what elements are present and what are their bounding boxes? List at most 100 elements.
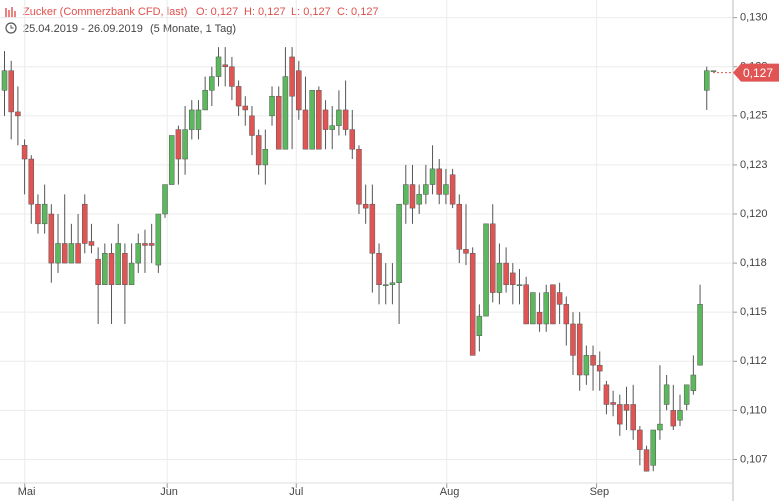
candle-body bbox=[21, 145, 28, 160]
y-tick-label: 0,107 bbox=[740, 453, 768, 465]
candle-body bbox=[122, 253, 128, 285]
candle-body bbox=[362, 203, 369, 209]
candle-body bbox=[135, 243, 142, 264]
stat-high: H: 0,127 bbox=[244, 6, 286, 18]
y-tick-label: 0,120 bbox=[740, 208, 768, 220]
candle-body bbox=[556, 292, 563, 305]
candle-body bbox=[128, 262, 135, 285]
candle-body bbox=[382, 284, 389, 286]
candle-body bbox=[262, 148, 269, 166]
candle-body bbox=[15, 111, 21, 117]
stat-close: C: 0,127 bbox=[337, 6, 379, 18]
candle-body bbox=[95, 258, 101, 285]
candle-body bbox=[289, 56, 295, 97]
candle-body bbox=[222, 64, 228, 68]
candle-body bbox=[309, 90, 315, 150]
candle-body bbox=[590, 355, 596, 366]
candle-body bbox=[483, 223, 489, 317]
candle-body bbox=[302, 109, 309, 150]
candle-body bbox=[683, 384, 690, 405]
candle-body bbox=[576, 323, 583, 376]
candle-body bbox=[603, 384, 610, 405]
candle-body bbox=[677, 410, 683, 421]
candle-body bbox=[349, 129, 356, 150]
candle-body bbox=[269, 95, 275, 117]
candle-body bbox=[322, 109, 329, 130]
x-tick-label: Jul bbox=[289, 486, 303, 498]
candle-body bbox=[510, 272, 516, 285]
candle-body bbox=[8, 70, 14, 113]
header: Zucker (Commerzbank CFD, last) O: 0,127 … bbox=[5, 6, 379, 35]
candle-body bbox=[369, 203, 376, 254]
candle-body bbox=[142, 243, 148, 246]
last-price-label: 0,127 bbox=[743, 66, 773, 80]
candle-body bbox=[503, 262, 509, 285]
x-tick-label: Mai bbox=[18, 486, 36, 498]
candle-body bbox=[496, 262, 503, 293]
candle-body bbox=[550, 284, 556, 325]
candle-body bbox=[61, 243, 68, 264]
candle-body bbox=[162, 184, 168, 215]
candle-body bbox=[148, 243, 155, 246]
candle-body bbox=[530, 292, 536, 325]
stat-low: L: 0,127 bbox=[291, 6, 331, 18]
stat-open: O: 0,127 bbox=[196, 6, 238, 18]
candle-body bbox=[82, 203, 88, 244]
candle-body bbox=[75, 243, 81, 264]
y-tick-label: 0,125 bbox=[740, 110, 768, 122]
date-range: 25.04.2019 - 26.09.2019 bbox=[23, 23, 143, 35]
chart-icon bbox=[5, 7, 16, 18]
candle-body bbox=[536, 311, 543, 325]
last-price-tag bbox=[733, 63, 779, 82]
candle-body bbox=[463, 249, 469, 254]
candle-body bbox=[155, 213, 162, 266]
candle-body bbox=[423, 184, 429, 195]
candles bbox=[1, 47, 717, 472]
candle-body bbox=[650, 429, 656, 466]
candle-body bbox=[543, 292, 549, 325]
candle-body bbox=[643, 449, 650, 472]
clock-icon bbox=[5, 22, 17, 34]
candle-body bbox=[623, 404, 630, 411]
candle-body bbox=[376, 253, 382, 285]
x-tick-label: Jun bbox=[160, 486, 178, 498]
candle-body bbox=[489, 223, 496, 293]
candle-body bbox=[282, 76, 289, 150]
candle-body bbox=[195, 109, 202, 130]
candle-body bbox=[182, 129, 188, 160]
candle-body bbox=[563, 304, 570, 325]
candle-body bbox=[403, 184, 409, 205]
candle-body bbox=[610, 402, 616, 405]
candle-body bbox=[409, 184, 416, 209]
candle-body bbox=[429, 168, 436, 185]
candle-body bbox=[115, 243, 121, 285]
candle-body bbox=[229, 66, 235, 87]
y-tick-label: 0,130 bbox=[740, 12, 768, 24]
candle-body bbox=[209, 76, 215, 91]
clock-hand bbox=[10, 25, 14, 29]
candle-body bbox=[102, 253, 108, 285]
candle-body bbox=[516, 284, 523, 286]
candle-body bbox=[55, 243, 61, 264]
x-tick-label: Aug bbox=[440, 486, 460, 498]
candle-body bbox=[443, 184, 449, 195]
candle-body bbox=[703, 70, 710, 91]
candle-body bbox=[249, 115, 255, 136]
candle-body bbox=[697, 304, 703, 366]
candle-body bbox=[329, 125, 335, 130]
candle-body bbox=[396, 203, 402, 283]
period: (5 Monate, 1 Tag) bbox=[150, 23, 236, 35]
candle-body bbox=[456, 203, 463, 250]
candle-body bbox=[41, 203, 48, 225]
candle-body bbox=[1, 70, 8, 91]
candle-body bbox=[296, 70, 302, 111]
y-tick-label: 0,110 bbox=[740, 404, 767, 416]
candle-body bbox=[476, 315, 483, 336]
y-tick-label: 0,115 bbox=[740, 306, 767, 318]
candle-body bbox=[663, 384, 670, 405]
candle-body bbox=[356, 148, 362, 205]
candle-body bbox=[657, 423, 663, 431]
candle-body bbox=[469, 253, 476, 356]
y-tick-label: 0,112 bbox=[740, 355, 767, 367]
candle-body bbox=[255, 135, 262, 166]
